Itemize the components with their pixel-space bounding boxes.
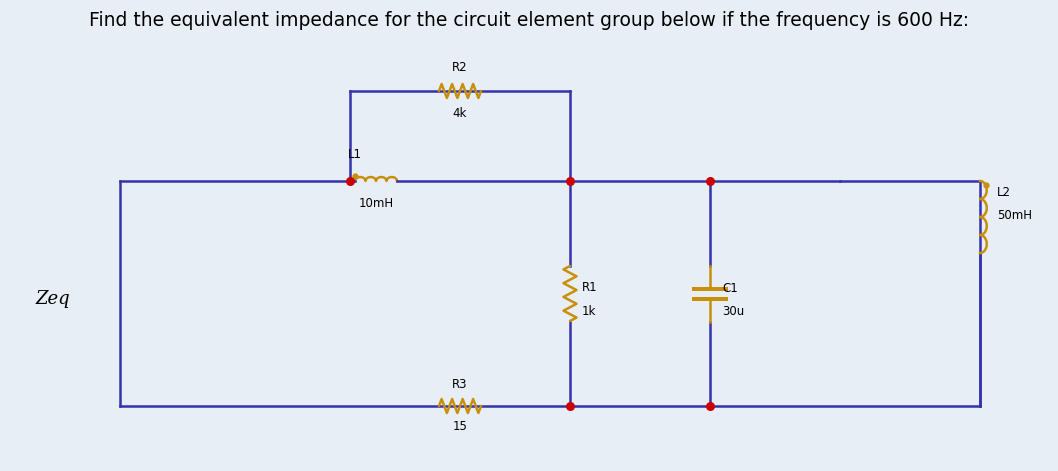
Text: 15: 15 [453,420,468,433]
Text: L2: L2 [997,186,1011,199]
Text: L1: L1 [348,148,362,161]
Text: R2: R2 [452,61,468,74]
Text: 4k: 4k [453,107,468,120]
Text: 50mH: 50mH [997,209,1032,222]
Text: C1: C1 [722,282,737,295]
Text: 1k: 1k [582,305,597,318]
Text: 10mH: 10mH [359,197,394,210]
Text: Zeq: Zeq [35,290,70,308]
Text: R3: R3 [452,378,468,391]
Text: 30u: 30u [722,305,744,318]
Text: Find the equivalent impedance for the circuit element group below if the frequen: Find the equivalent impedance for the ci… [89,11,969,30]
Text: R1: R1 [582,281,598,294]
